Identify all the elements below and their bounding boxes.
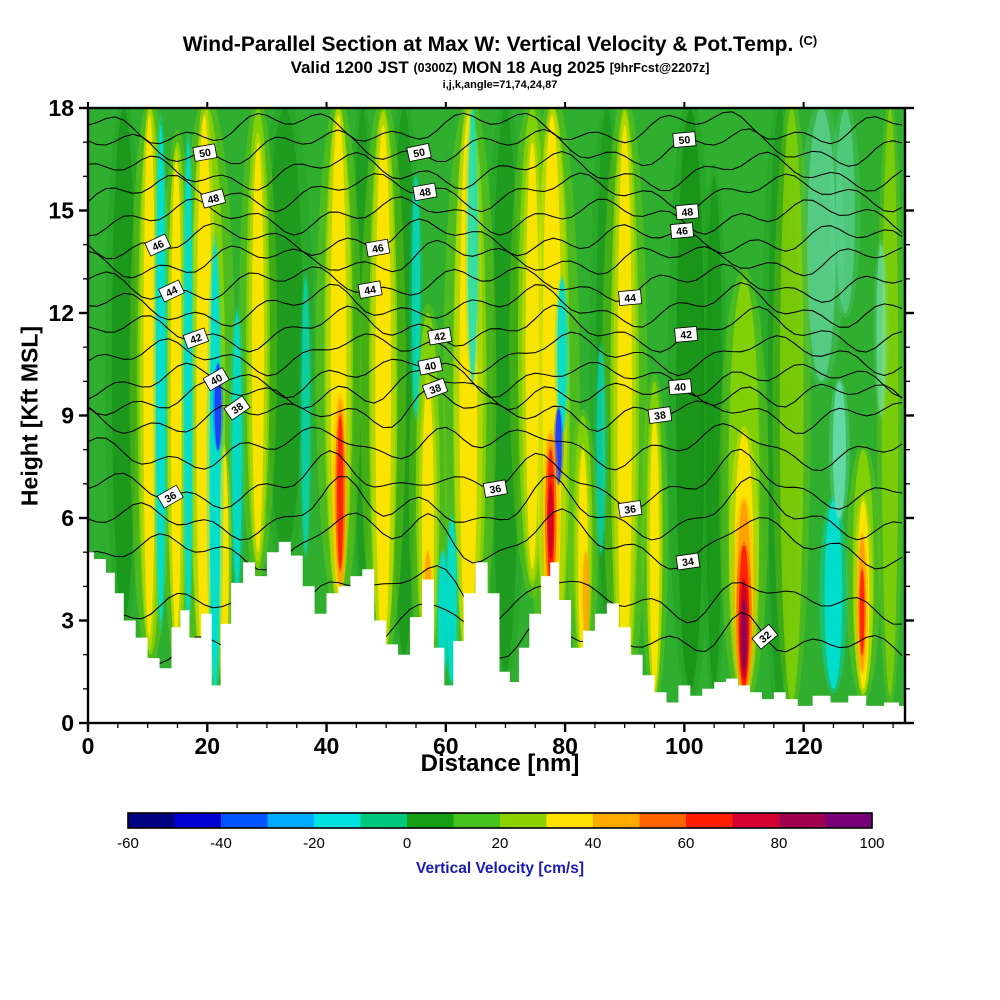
y-tick-label: 9	[61, 403, 74, 429]
contour-label: 40	[668, 378, 693, 396]
contour-label: 34	[675, 552, 701, 571]
contour-label: 36	[156, 484, 184, 509]
svg-text:46: 46	[371, 242, 385, 256]
svg-text:48: 48	[418, 186, 432, 200]
svg-text:46: 46	[676, 225, 689, 238]
contour-label: 48	[412, 182, 438, 202]
contour-label: 46	[669, 222, 695, 239]
contour-label: 42	[427, 326, 453, 346]
contour-label: 42	[182, 327, 210, 350]
contour-label: 48	[675, 203, 700, 221]
contour-label: 36	[617, 500, 643, 518]
colorbar-tick-label: -60	[117, 835, 139, 852]
x-tick-label: 80	[552, 733, 578, 759]
contour-label: 40	[202, 367, 230, 392]
contour-label: 38	[223, 395, 251, 421]
y-tick-label: 18	[48, 95, 74, 121]
svg-text:40: 40	[674, 381, 687, 394]
svg-text:44: 44	[624, 292, 637, 305]
contour-label: 38	[421, 377, 449, 400]
svg-text:42: 42	[189, 332, 204, 347]
svg-text:38: 38	[653, 409, 666, 423]
svg-text:50: 50	[412, 146, 426, 160]
x-tick-label: 120	[784, 733, 822, 759]
svg-text:48: 48	[681, 206, 694, 219]
y-axis-title: Height [Kft MSL]	[16, 325, 43, 507]
x-tick-label: 100	[665, 733, 703, 759]
svg-text:36: 36	[489, 483, 503, 497]
svg-text:44: 44	[164, 284, 180, 300]
svg-text:34: 34	[681, 556, 694, 570]
x-tick-label: 20	[194, 733, 220, 759]
chart-title: Wind-Parallel Section at Max W: Vertical…	[0, 33, 1000, 57]
colorbar-tick-label: 0	[403, 835, 411, 852]
svg-text:48: 48	[206, 192, 221, 207]
chart-title-unit: (C)	[799, 33, 818, 48]
contour-label: 44	[158, 279, 185, 303]
valid-date: MON 18 Aug 2025	[461, 58, 605, 77]
valid-time-line: Valid 1200 JST (0300Z) MON 18 Aug 2025 […	[0, 58, 1000, 78]
colorbar-tick-label: 40	[585, 835, 602, 852]
valid-zulu-time: (0300Z)	[413, 61, 458, 75]
svg-text:38: 38	[428, 382, 443, 397]
svg-text:40: 40	[209, 372, 225, 388]
contour-label: 46	[365, 238, 391, 258]
svg-text:40: 40	[424, 360, 438, 374]
velocity-fill-field	[88, 93, 905, 723]
svg-text:50: 50	[198, 147, 212, 161]
y-tick-label: 6	[61, 505, 74, 531]
contour-label: 50	[192, 143, 218, 162]
svg-text:42: 42	[680, 329, 693, 342]
colorbar: -60 -40 -20 0 20 40 60 80 100	[117, 812, 885, 852]
contour-label: 48	[200, 188, 227, 209]
contour-label: 38	[647, 406, 673, 425]
svg-text:42: 42	[433, 330, 447, 344]
terrain	[88, 541, 905, 723]
x-tick-label: 0	[82, 733, 95, 759]
colorbar-tick-label: 100	[859, 835, 884, 852]
y-tick-label: 12	[48, 300, 74, 326]
contour-label: 44	[357, 280, 383, 299]
contour-label: 42	[674, 326, 699, 343]
colorbar-label: Vertical Velocity [cm/s]	[415, 860, 584, 877]
y-tick-label: 3	[61, 608, 74, 634]
colorbar-tick-label: 60	[678, 835, 695, 852]
x-axis-title: Distance [nm]	[420, 750, 580, 777]
contour-label: 40	[417, 356, 443, 376]
contour-label: 50	[406, 142, 432, 163]
svg-text:50: 50	[678, 134, 691, 147]
contour-label: 46	[144, 233, 172, 257]
chart-title-text: Wind-Parallel Section at Max W: Vertical…	[182, 33, 794, 56]
x-tick-label: 40	[314, 733, 340, 759]
svg-text:36: 36	[163, 489, 179, 505]
colorbar-tick-label: -40	[210, 835, 232, 852]
colorbar-tick-label: -20	[303, 835, 325, 852]
valid-prefix: Valid 1200 JST	[290, 58, 409, 77]
colorbar-tick-label: 20	[492, 835, 509, 852]
contour-labels: 50 50 50 48 48 48 46 46 46 44 44 44 42 42 42 40 40 40 38 38…	[144, 131, 779, 650]
x-tick-label: 60	[433, 733, 459, 759]
y-tick-label: 0	[61, 710, 74, 736]
grid-params-line: i,j,k,angle=71,74,24,87	[442, 79, 558, 91]
contour-label: 50	[672, 131, 697, 148]
y-tick-label: 15	[48, 198, 74, 224]
svg-text:44: 44	[363, 284, 377, 298]
svg-text:36: 36	[624, 503, 637, 517]
contour-label: 44	[618, 289, 643, 306]
contour-label: 36	[482, 479, 508, 498]
forecast-tag: [9hrFcst@2207z]	[609, 61, 710, 75]
colorbar-tick-label: 80	[771, 835, 788, 852]
svg-text:46: 46	[150, 238, 166, 254]
contour-label: 32	[751, 623, 779, 650]
